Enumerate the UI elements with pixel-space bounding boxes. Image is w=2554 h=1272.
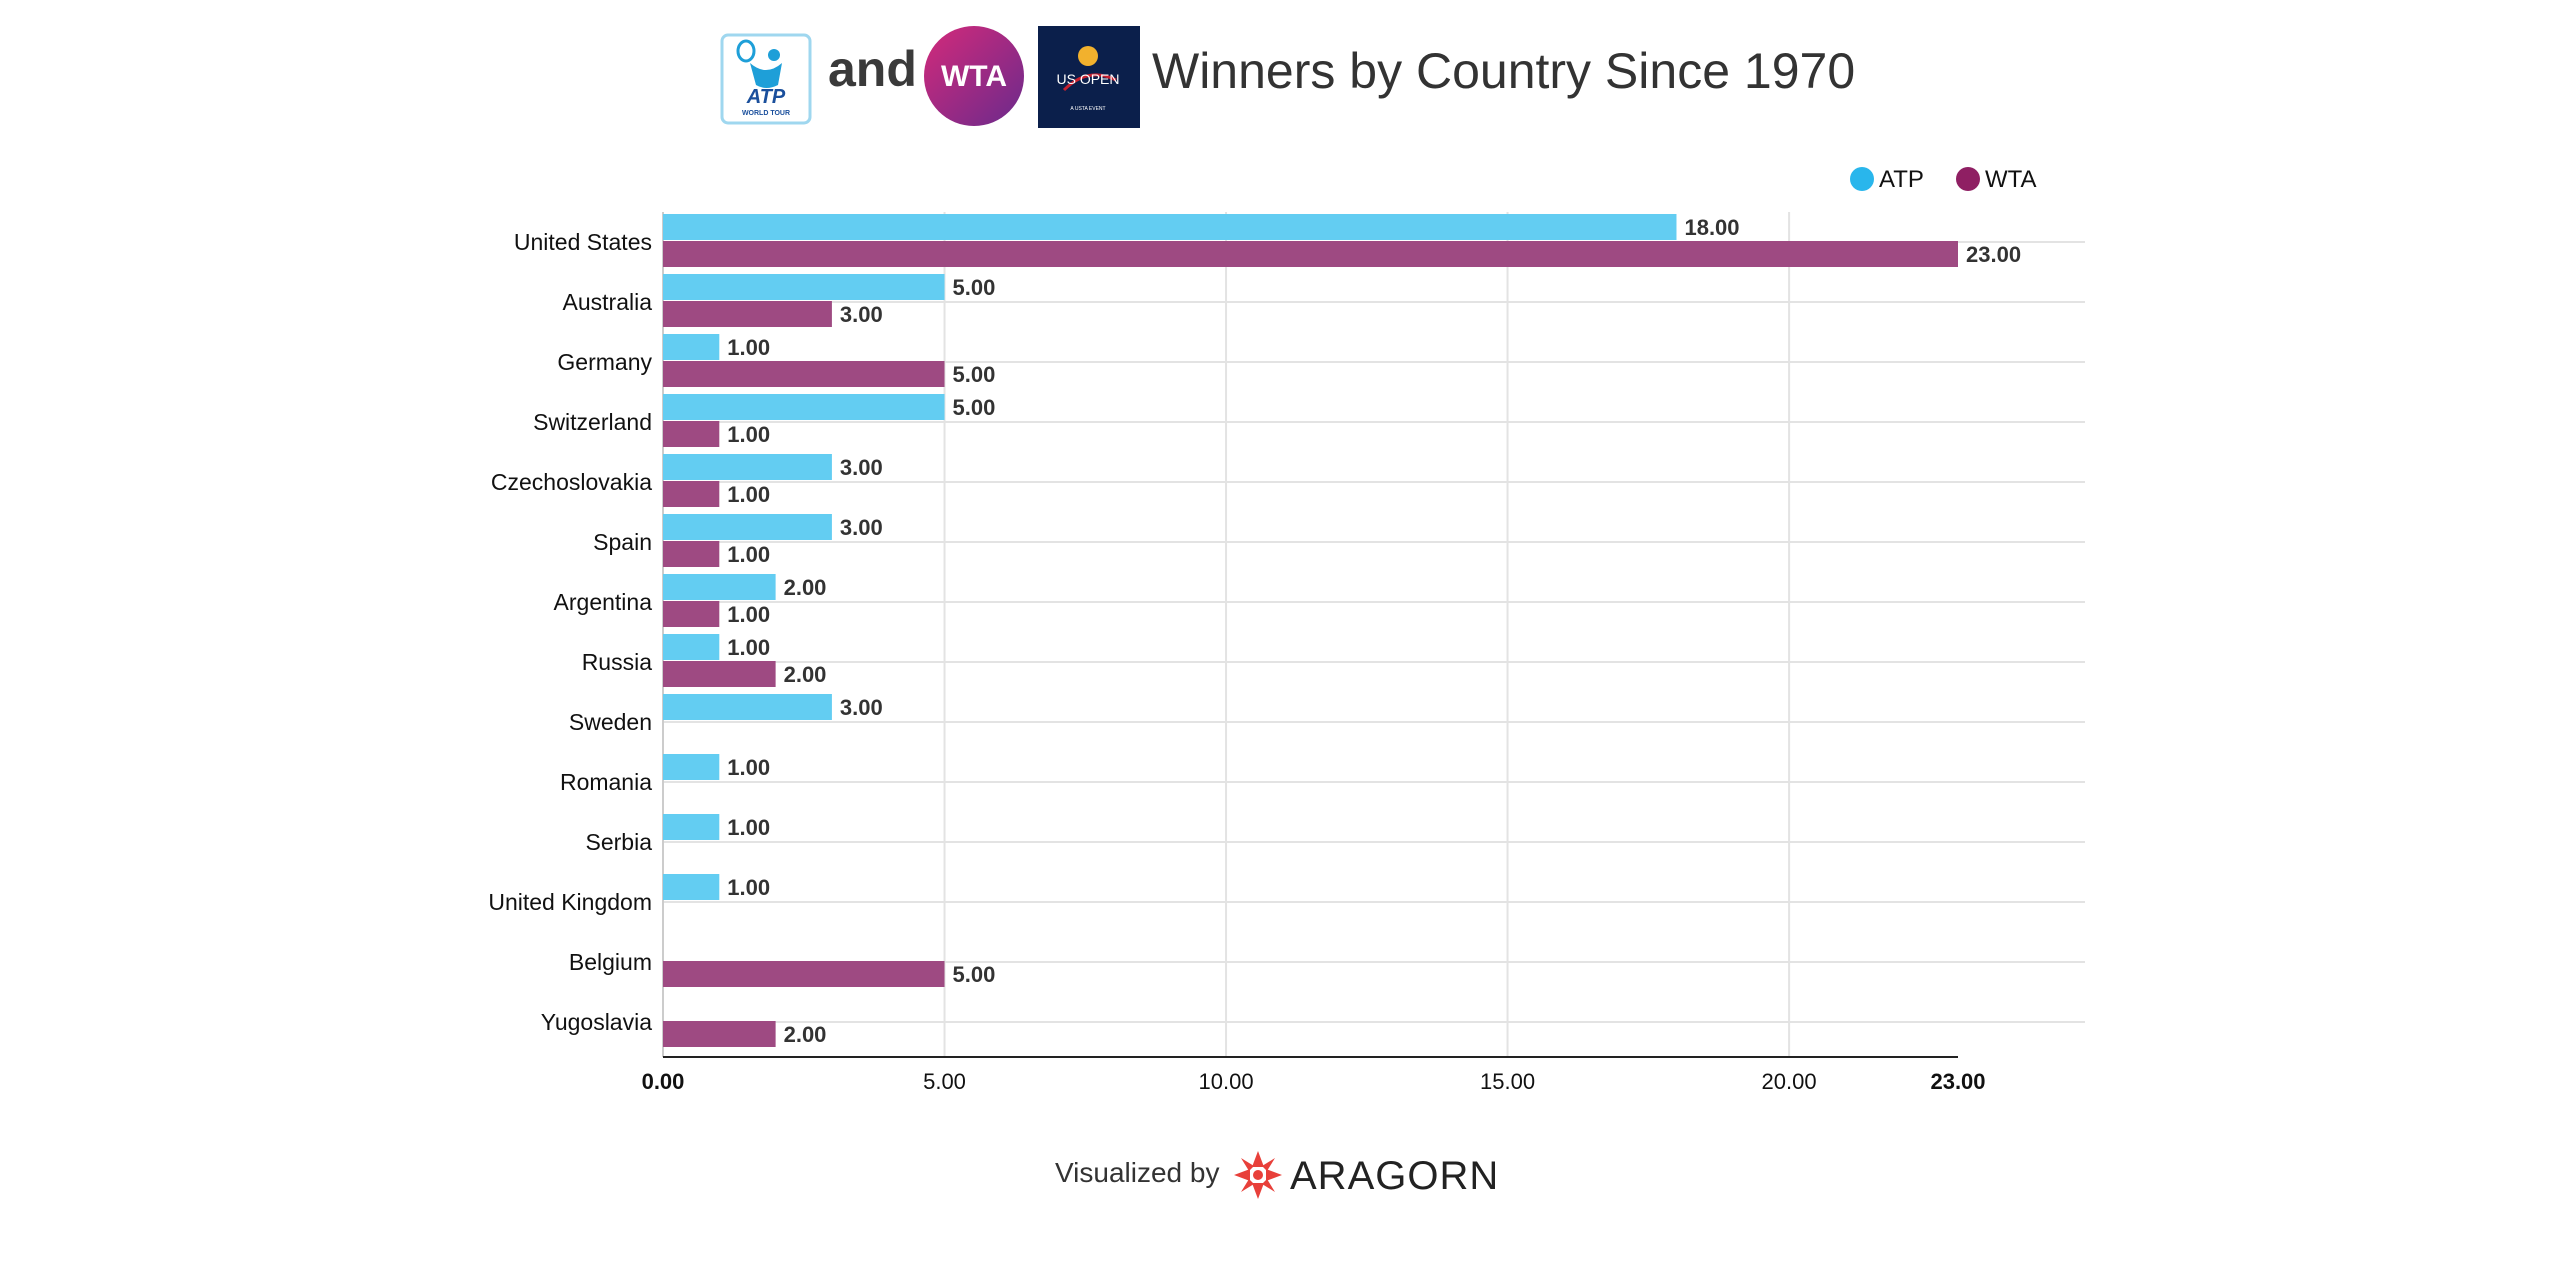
data-label: 3.00 <box>840 515 883 540</box>
wta-bar <box>663 241 1958 267</box>
chart-title: Winners by Country Since 1970 <box>1152 43 1856 99</box>
category-label: Belgium <box>569 949 652 975</box>
x-tick-label: 15.00 <box>1480 1069 1535 1094</box>
data-label: 1.00 <box>727 482 770 507</box>
atp-bar <box>663 754 720 780</box>
chart-header: ATP WORLD TOUR and WTA US OPEN A USTA EV… <box>0 0 2554 150</box>
x-tick-label: 0.00 <box>642 1069 685 1094</box>
data-label: 1.00 <box>727 602 770 627</box>
atp-bar <box>663 874 720 900</box>
data-label: 5.00 <box>953 962 996 987</box>
svg-text:WTA: WTA <box>941 60 1007 93</box>
category-label: Czechoslovakia <box>491 469 652 495</box>
data-label: 1.00 <box>727 422 770 447</box>
data-label: 2.00 <box>784 1022 827 1047</box>
data-label: 5.00 <box>953 275 996 300</box>
category-label: Russia <box>582 649 653 675</box>
data-label: 3.00 <box>840 695 883 720</box>
svg-text:A USTA EVENT: A USTA EVENT <box>1070 106 1105 112</box>
wta-bar <box>663 481 720 507</box>
data-label: 3.00 <box>840 455 883 480</box>
category-label: Serbia <box>586 829 653 855</box>
data-label: 5.00 <box>953 362 996 387</box>
atp-bar <box>663 274 945 300</box>
category-label: Argentina <box>554 589 653 615</box>
category-label: Germany <box>557 349 652 375</box>
data-label: 23.00 <box>1966 242 2021 267</box>
svg-text:ATP: ATP <box>746 86 786 108</box>
bar-chart: 0.00 5.00 10.00 15.00 20.00 23.00 United State… <box>488 166 2085 1094</box>
legend-swatch <box>1956 167 1980 191</box>
category-label: Romania <box>560 769 652 795</box>
visualized-by-label: Visualized by <box>1055 1157 1220 1188</box>
footer-attribution: Visualized by ARAGORN <box>1055 1145 1515 1205</box>
data-label: 1.00 <box>727 875 770 900</box>
category-label: Australia <box>563 289 653 315</box>
us-open-logo: US OPEN A USTA EVENT <box>1038 26 1140 128</box>
legend-swatch <box>1850 167 1874 191</box>
atp-bar <box>663 214 1677 240</box>
data-label: 5.00 <box>953 395 996 420</box>
wta-bar <box>663 421 720 447</box>
wta-bar <box>663 361 945 387</box>
category-label: Switzerland <box>533 409 652 435</box>
category-label: Sweden <box>569 709 652 735</box>
x-tick-label: 20.00 <box>1762 1069 1817 1094</box>
wta-bar <box>663 961 945 987</box>
wta-bar <box>663 541 720 567</box>
atp-bar <box>663 814 720 840</box>
svg-text:WORLD TOUR: WORLD TOUR <box>742 110 790 117</box>
svg-text:ARAGORN: ARAGORN <box>1290 1154 1499 1198</box>
atp-bar <box>663 394 945 420</box>
data-label: 1.00 <box>727 815 770 840</box>
wta-bar <box>663 301 832 327</box>
category-label: Yugoslavia <box>541 1009 652 1035</box>
atp-bar <box>663 454 832 480</box>
legend-label: ATP <box>1879 166 1924 193</box>
atp-bar <box>663 334 720 360</box>
data-label: 2.00 <box>784 662 827 687</box>
category-label: United States <box>514 229 652 255</box>
data-label: 1.00 <box>727 542 770 567</box>
data-label: 2.00 <box>784 575 827 600</box>
atp-logo: ATP WORLD TOUR <box>720 33 812 125</box>
wta-bar <box>663 601 720 627</box>
wta-bar <box>663 1021 776 1047</box>
x-tick-label: 23.00 <box>1930 1069 1985 1094</box>
category-label: United Kingdom <box>488 889 652 915</box>
x-tick-label: 10.00 <box>1199 1069 1254 1094</box>
atp-bar <box>663 574 776 600</box>
and-text: and <box>828 41 917 97</box>
wta-bar <box>663 661 776 687</box>
category-label: Spain <box>593 529 652 555</box>
x-tick-label: 5.00 <box>923 1069 966 1094</box>
data-label: 1.00 <box>727 635 770 660</box>
aragorn-logo: ARAGORN <box>1234 1151 1499 1199</box>
data-label: 1.00 <box>727 755 770 780</box>
data-label: 1.00 <box>727 335 770 360</box>
data-label: 18.00 <box>1684 215 1739 240</box>
atp-bar <box>663 634 720 660</box>
svg-text:US OPEN: US OPEN <box>1056 71 1119 87</box>
legend-label: WTA <box>1985 166 2037 193</box>
atp-bar <box>663 694 832 720</box>
wta-logo: WTA <box>924 26 1024 126</box>
data-label: 3.00 <box>840 302 883 327</box>
atp-bar <box>663 514 832 540</box>
